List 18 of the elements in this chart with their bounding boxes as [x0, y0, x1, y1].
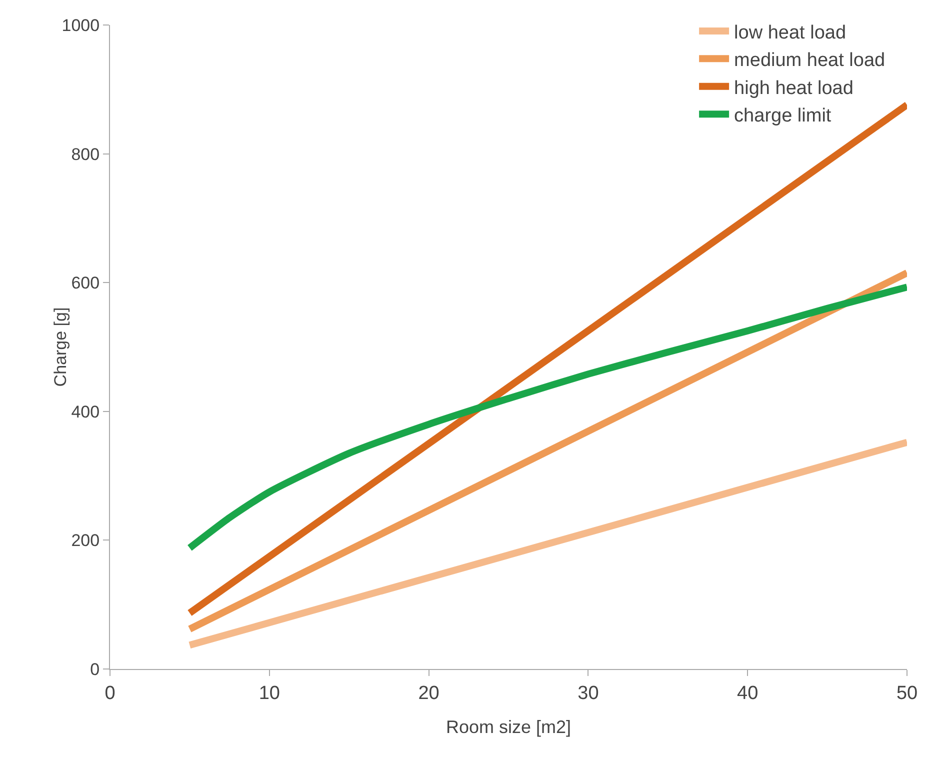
x-tick-label: 30	[578, 682, 599, 704]
legend-label: medium heat load	[734, 50, 886, 72]
y-tick-label: 0	[90, 660, 100, 679]
x-tick-label: 20	[418, 682, 440, 704]
y-tick-label: 400	[71, 402, 100, 422]
x-tick-label: 0	[104, 682, 116, 704]
y-tick-label: 200	[71, 531, 100, 550]
x-tick-label: 40	[737, 682, 758, 704]
y-tick-label: 600	[71, 274, 100, 293]
legend-label: low heat load	[734, 22, 846, 44]
legend-label: charge limit	[734, 105, 832, 126]
x-axis-title: Room size [m2]	[446, 717, 572, 737]
x-tick-label: 50	[896, 682, 918, 704]
x-tick-label: 10	[258, 682, 280, 704]
y-tick-label: 800	[71, 144, 100, 164]
y-axis-title: Charge [g]	[51, 307, 70, 387]
y-tick-label: 1000	[62, 16, 100, 35]
legend-label: high heat load	[734, 78, 854, 99]
